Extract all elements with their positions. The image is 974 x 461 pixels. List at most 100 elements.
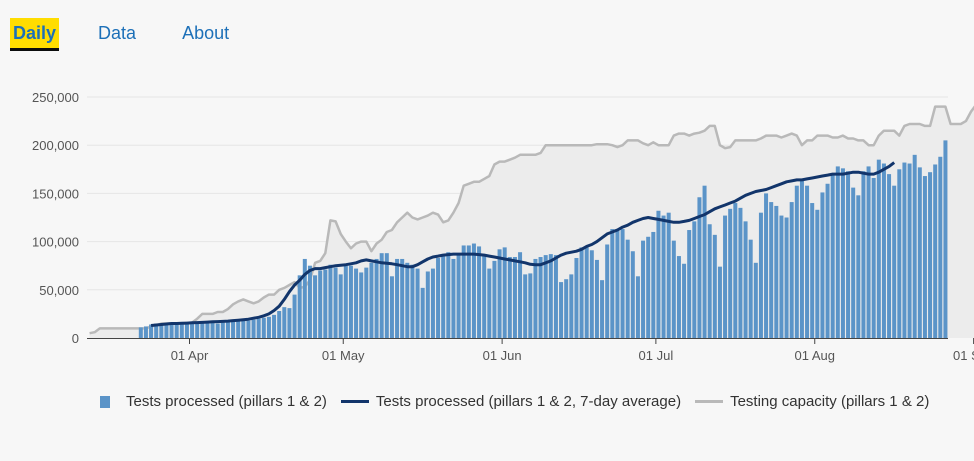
bar <box>364 267 369 338</box>
bar <box>543 255 548 338</box>
bar <box>200 321 205 338</box>
bar <box>861 171 866 338</box>
bar <box>712 234 717 338</box>
x-tick-label: 01 Jun <box>483 348 522 363</box>
bar <box>231 321 236 338</box>
x-tick-label: 01 Aug <box>795 348 836 363</box>
legend-item-tests[interactable]: Tests processed (pillars 1 & 2) <box>100 393 327 410</box>
bar <box>225 320 230 338</box>
bar <box>266 316 271 338</box>
bar <box>692 221 697 338</box>
bar <box>917 167 922 338</box>
tab-daily[interactable]: Daily <box>10 18 60 48</box>
bar <box>190 323 195 338</box>
bar <box>871 177 876 338</box>
bar <box>846 171 851 338</box>
bar <box>297 275 302 338</box>
bar <box>487 268 492 338</box>
bar <box>169 322 174 338</box>
legend-item-average[interactable]: Tests processed (pillars 1 & 2, 7-day av… <box>340 393 681 410</box>
bar <box>502 247 507 338</box>
bar <box>374 258 379 338</box>
bar <box>887 174 892 338</box>
bar <box>723 215 728 338</box>
legend-item-capacity[interactable]: Testing capacity (pillars 1 & 2) <box>695 393 929 410</box>
bar <box>138 327 143 338</box>
y-tick-label: 200,000 <box>32 138 79 153</box>
bar <box>389 276 394 338</box>
bar <box>436 257 441 338</box>
bar <box>287 308 292 338</box>
bar <box>600 280 605 338</box>
bar <box>333 267 338 338</box>
bar <box>728 208 733 338</box>
bar <box>707 224 712 338</box>
bar <box>241 319 246 338</box>
bar <box>774 205 779 338</box>
bar <box>666 212 671 338</box>
bar <box>564 279 569 338</box>
bar <box>892 185 897 338</box>
bar <box>605 244 610 338</box>
bar <box>215 323 220 338</box>
y-tick-label: 50,000 <box>39 283 79 298</box>
bar <box>789 202 794 338</box>
bar <box>236 320 241 338</box>
x-tick-label: 01 Sep <box>953 348 974 363</box>
bar <box>687 230 692 338</box>
bar <box>933 164 938 338</box>
bar <box>559 282 564 338</box>
bar <box>507 257 512 338</box>
bar <box>907 163 912 338</box>
bar <box>769 202 774 338</box>
bar <box>512 257 517 338</box>
bar <box>354 268 359 338</box>
bar <box>656 210 661 338</box>
bar <box>594 259 599 338</box>
bar <box>625 239 630 338</box>
x-tick-label: 01 Jul <box>639 348 674 363</box>
bar <box>835 166 840 338</box>
bar <box>338 274 343 338</box>
tab-data[interactable]: Data <box>98 23 137 43</box>
bar <box>220 322 225 338</box>
bar <box>784 217 789 338</box>
bar <box>528 273 533 338</box>
axes: 0 50,000 100,000 150,000 200,000 250,000 01 Ap… <box>32 90 974 363</box>
bar <box>395 258 400 338</box>
bar <box>794 185 799 338</box>
bar <box>246 320 251 338</box>
bar <box>758 212 763 338</box>
bar <box>922 176 927 338</box>
bar <box>471 243 476 338</box>
average-series <box>150 161 896 327</box>
bar <box>456 255 461 338</box>
bar <box>620 229 625 338</box>
legend-swatch-bar <box>100 395 110 408</box>
y-tick-label: 150,000 <box>32 186 79 201</box>
bar <box>553 255 558 338</box>
bar <box>518 252 523 338</box>
bar <box>630 251 635 338</box>
bar <box>461 245 466 338</box>
bar <box>866 166 871 338</box>
bar <box>482 256 487 338</box>
tab-about[interactable]: About <box>182 23 230 43</box>
bar <box>272 314 277 338</box>
bar <box>589 250 594 338</box>
bar <box>348 265 353 338</box>
bar <box>466 245 471 338</box>
bar <box>912 154 917 338</box>
bar <box>815 209 820 338</box>
bar <box>697 197 702 338</box>
bar <box>430 268 435 338</box>
tab-bar: Daily Data About <box>10 16 272 50</box>
bar <box>610 229 615 338</box>
bar <box>548 254 553 338</box>
legend-swatch-capacity-line <box>695 400 724 403</box>
bar <box>702 185 707 338</box>
legend-label-capacity: Testing capacity (pillars 1 & 2) <box>730 393 930 410</box>
bar <box>584 247 589 338</box>
bar <box>251 319 256 338</box>
bar <box>574 257 579 338</box>
